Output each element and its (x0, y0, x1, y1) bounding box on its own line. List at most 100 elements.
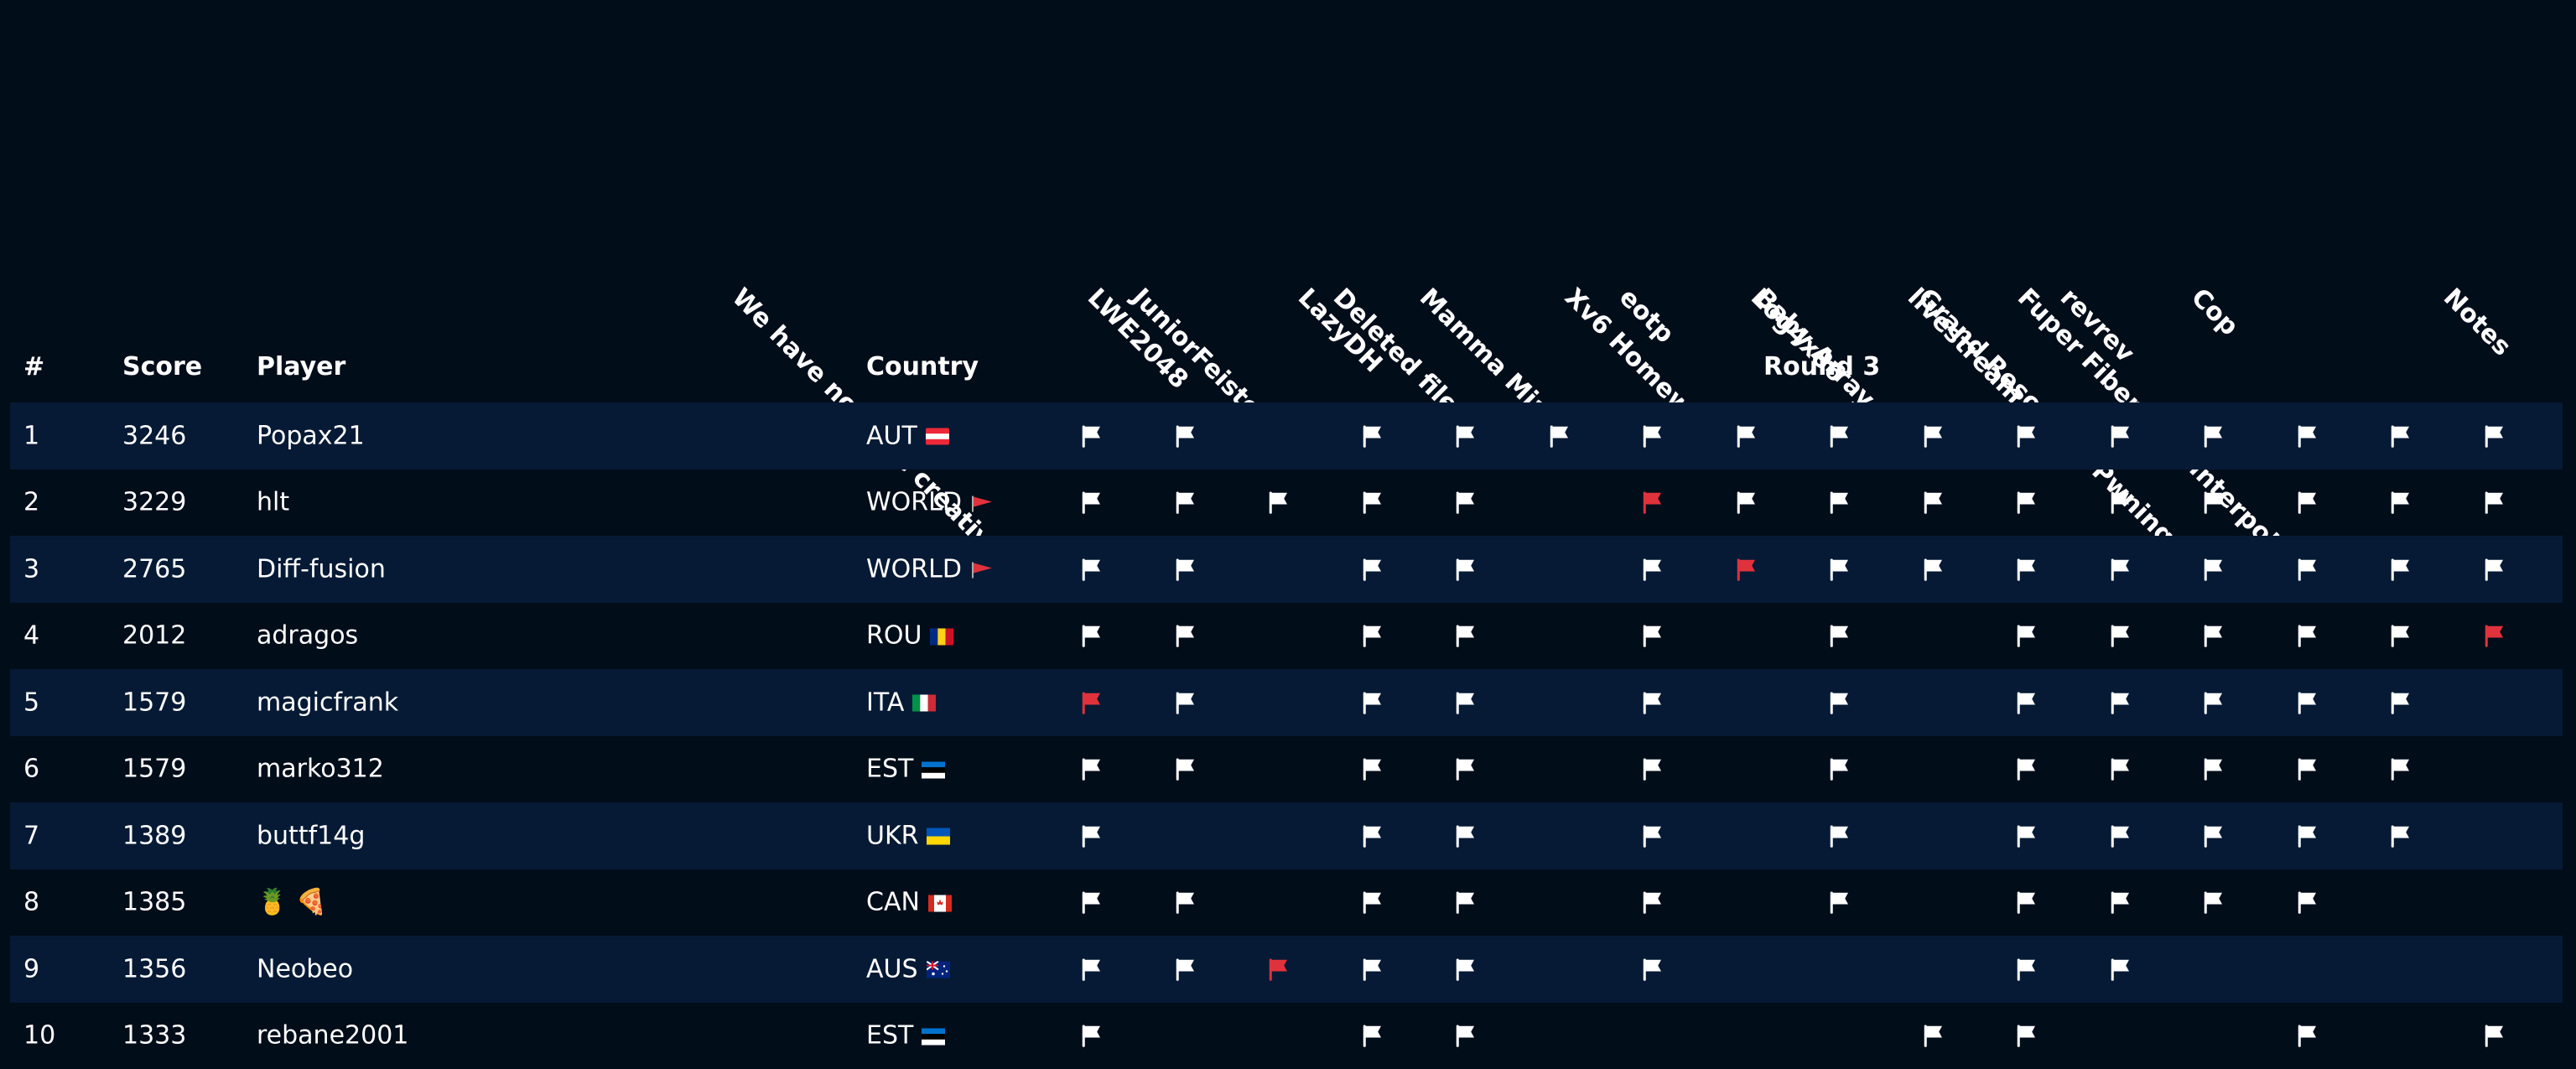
player-name-link[interactable]: Neobeo (257, 954, 353, 983)
solved-flag-icon (1079, 756, 1104, 781)
country-code: EST (866, 1021, 913, 1051)
solved-flag-icon (1827, 557, 1852, 582)
rank-cell: 1 (23, 421, 39, 450)
score-cell: 1333 (122, 1021, 186, 1051)
table-row[interactable]: 9 1356 Neobeo AUS (10, 936, 2563, 1003)
solved-flag-icon (1453, 623, 1478, 648)
country-code: CAN (866, 888, 920, 917)
player-name-link[interactable]: adragos (257, 621, 358, 651)
player-name-link[interactable]: Popax21 (257, 421, 365, 450)
solved-flag-icon (1827, 623, 1852, 648)
solved-flag-icon (2295, 690, 2320, 715)
solved-flag-icon (1079, 957, 1104, 982)
austria-flag-icon (926, 428, 949, 445)
solved-flag-icon (2014, 1023, 2039, 1048)
country-cell: CAN (866, 888, 952, 917)
player-name-link[interactable]: hlt (257, 488, 289, 517)
score-cell: 1385 (122, 888, 186, 917)
solved-flag-icon (2014, 690, 2039, 715)
first-blood-flag-icon (1734, 557, 1759, 582)
first-blood-flag-icon (1640, 490, 1665, 515)
solved-flag-icon (2201, 557, 2226, 582)
solved-flag-icon (1173, 423, 1198, 449)
first-blood-flag-icon (2482, 623, 2507, 648)
score-cell: 1356 (122, 954, 186, 983)
player-name-link[interactable]: magicfrank (257, 688, 398, 717)
country-cell: ROU (866, 621, 953, 651)
solved-flag-icon (2388, 423, 2413, 449)
score-cell: 1389 (122, 821, 186, 850)
rank-cell: 7 (23, 821, 39, 850)
country-cell: WORLD (866, 488, 994, 517)
solved-flag-icon (1360, 557, 1385, 582)
solved-flag-icon (2201, 490, 2226, 515)
solved-flag-icon (1640, 690, 1665, 715)
solved-flag-icon (2014, 823, 2039, 848)
challenge-header: We have no more creativityLWE2048JuniorF… (0, 0, 2576, 319)
country-code: ITA (866, 688, 904, 717)
solved-flag-icon (2108, 756, 2133, 781)
solved-flag-icon (2482, 1023, 2507, 1048)
solved-flag-icon (1360, 823, 1385, 848)
rank-cell: 4 (23, 621, 39, 651)
red-pennant-flag-icon (970, 495, 994, 511)
solved-flag-icon (2108, 690, 2133, 715)
solved-flag-icon (2108, 557, 2133, 582)
solved-flag-icon (1079, 823, 1104, 848)
country-cell: EST (866, 1021, 945, 1051)
rank-cell: 8 (23, 888, 39, 917)
player-name-link[interactable]: 🍍 🍕 (257, 888, 327, 917)
country-header[interactable]: Country (866, 352, 979, 381)
player-name-link[interactable]: marko312 (257, 755, 384, 784)
country-cell: AUS (866, 954, 950, 983)
solved-flag-icon (1453, 756, 1478, 781)
solved-flag-icon (1266, 490, 1291, 515)
player-name-link[interactable]: rebane2001 (257, 1021, 408, 1051)
ukraine-flag-icon (927, 828, 950, 845)
solved-flag-icon (1734, 423, 1759, 449)
solved-flag-icon (2388, 623, 2413, 648)
player-name-link[interactable]: buttf14g (257, 821, 365, 850)
table-row[interactable]: 8 1385 🍍 🍕 CAN (10, 869, 2563, 937)
solved-flag-icon (1173, 756, 1198, 781)
country-cell: EST (866, 755, 945, 784)
rank-header: # (23, 352, 44, 381)
rank-cell: 5 (23, 688, 39, 717)
solved-flag-icon (1079, 423, 1104, 449)
solved-flag-icon (2108, 623, 2133, 648)
solved-flag-icon (1360, 490, 1385, 515)
solved-flag-icon (1827, 490, 1852, 515)
solved-flag-icon (1173, 557, 1198, 582)
solved-flag-icon (2295, 890, 2320, 915)
solved-flag-icon (1640, 756, 1665, 781)
solved-flag-icon (1079, 623, 1104, 648)
challenge-header-15[interactable]: Notes (2438, 283, 2516, 361)
solved-flag-icon (2014, 557, 2039, 582)
solved-flag-icon (1079, 490, 1104, 515)
country-code: EST (866, 755, 913, 784)
first-blood-flag-icon (1079, 690, 1104, 715)
player-header[interactable]: Player (257, 352, 345, 381)
rank-cell: 10 (23, 1021, 55, 1051)
country-cell: ITA (866, 688, 936, 717)
rank-cell: 9 (23, 954, 39, 983)
rank-cell: 6 (23, 755, 39, 784)
score-header[interactable]: Score (122, 352, 202, 381)
solved-flag-icon (1921, 490, 1946, 515)
score-cell: 3229 (122, 488, 186, 517)
table-row[interactable]: 10 1333 rebane2001 EST (10, 1003, 2563, 1069)
challenge-header-12[interactable]: Cop (2185, 283, 2244, 341)
solved-flag-icon (2014, 490, 2039, 515)
solved-flag-icon (1360, 756, 1385, 781)
solved-flag-icon (1453, 1023, 1478, 1048)
solved-flag-icon (1360, 690, 1385, 715)
player-name-link[interactable]: Diff-fusion (257, 554, 386, 584)
